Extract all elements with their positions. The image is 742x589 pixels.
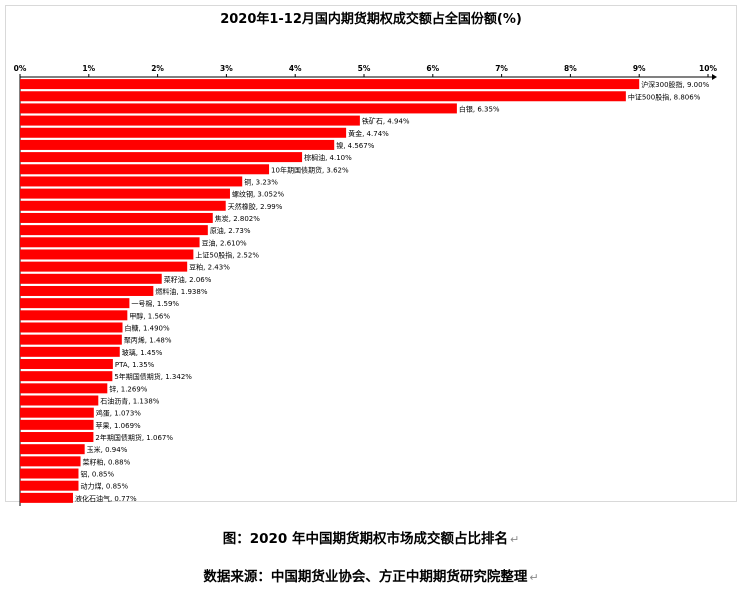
bar bbox=[20, 419, 94, 430]
data-label: 螺纹钢, 3.052% bbox=[232, 190, 284, 199]
bar bbox=[20, 261, 188, 272]
bar bbox=[20, 371, 113, 382]
bar bbox=[20, 139, 335, 150]
x-tick-label: 3% bbox=[220, 64, 233, 73]
chart-title: 2020年1-12月国内期货期权成交额占全国份额(%) bbox=[220, 12, 522, 27]
data-label: 铜, 3.23% bbox=[244, 177, 278, 186]
data-label: 豆粕, 2.43% bbox=[189, 263, 230, 272]
data-label: 鸡蛋, 1.073% bbox=[96, 409, 141, 418]
bar bbox=[20, 492, 73, 503]
bar bbox=[20, 310, 128, 321]
bar bbox=[20, 285, 154, 296]
data-label: 上证50股指, 2.52% bbox=[195, 250, 259, 259]
bar bbox=[20, 200, 226, 211]
x-tick-label: 10% bbox=[699, 64, 717, 73]
bar bbox=[20, 383, 108, 394]
data-label: 白糖, 1.490% bbox=[125, 323, 170, 332]
bar bbox=[20, 432, 94, 443]
data-label: 沪深300股指, 9.00% bbox=[641, 80, 709, 89]
paragraph-mark-icon: ↵ bbox=[510, 533, 520, 546]
bar bbox=[20, 91, 626, 102]
data-label: 白银, 6.35% bbox=[459, 104, 500, 113]
data-label: 石油沥青, 1.138% bbox=[100, 397, 159, 406]
data-label: PTA, 1.35% bbox=[115, 361, 155, 369]
source-caption-text: 数据来源：中国期货业协会、方正中期期货研究院整理 bbox=[203, 569, 528, 585]
data-label: 中证500股指, 8.806% bbox=[628, 92, 701, 101]
bar bbox=[20, 115, 360, 126]
data-label: 苹果, 1.069% bbox=[96, 421, 141, 430]
figure-caption: 图：2020 年中国期货期权市场成交额占比排名 ↵ bbox=[0, 527, 742, 547]
data-label: 一号棉, 1.59% bbox=[131, 299, 179, 308]
bar-chart: 0% 1% 2% 3% 4% 5% 6% 7% 8% 9% 10% 沪深300股指, 9.00% 中证5… bbox=[14, 64, 717, 506]
bar bbox=[20, 103, 457, 114]
bar bbox=[20, 444, 85, 455]
x-tick-label: 7% bbox=[495, 64, 508, 73]
x-tick-label: 9% bbox=[633, 64, 646, 73]
data-label: 玉米, 0.94% bbox=[87, 445, 128, 454]
data-label: 天然橡胶, 2.99% bbox=[228, 202, 283, 211]
data-label: 聚丙烯, 1.48% bbox=[124, 336, 172, 345]
figure-caption-text: 图：2020 年中国期货期权市场成交额占比排名 bbox=[222, 531, 509, 547]
data-label: 菜籽油, 2.06% bbox=[164, 275, 212, 284]
bar bbox=[20, 322, 123, 333]
data-label: 镍, 4.567% bbox=[336, 141, 374, 150]
bar bbox=[20, 127, 347, 138]
data-label: 黄金, 4.74% bbox=[348, 129, 389, 138]
data-label: 铝, 0.85% bbox=[80, 470, 114, 479]
bar bbox=[20, 212, 213, 223]
bar bbox=[20, 346, 120, 357]
bar bbox=[20, 334, 122, 345]
data-label: 焦炭, 2.802% bbox=[215, 214, 260, 223]
data-label: 5年期国债期货, 1.342% bbox=[114, 372, 192, 381]
x-tick-label: 5% bbox=[358, 64, 371, 73]
bar bbox=[20, 225, 208, 236]
bar bbox=[20, 395, 99, 406]
data-label: 铁矿石, 4.94% bbox=[362, 117, 410, 126]
x-tick-label: 8% bbox=[564, 64, 577, 73]
x-tick-label: 4% bbox=[289, 64, 302, 73]
data-label: 2年期国债期货, 1.067% bbox=[95, 433, 173, 442]
data-label: 甲醇, 1.56% bbox=[129, 311, 170, 320]
data-label: 玻璃, 1.45% bbox=[122, 348, 163, 357]
data-label: 锌, 1.269% bbox=[109, 384, 147, 393]
bar bbox=[20, 358, 113, 369]
bar bbox=[20, 249, 194, 260]
bar bbox=[20, 407, 94, 418]
bar bbox=[20, 456, 81, 467]
data-label: 液化石油气, 0.77% bbox=[75, 494, 137, 503]
bar bbox=[20, 152, 303, 163]
data-label: 燃料油, 1.938% bbox=[155, 287, 207, 296]
x-tick-label: 6% bbox=[426, 64, 439, 73]
bar bbox=[20, 468, 79, 479]
x-tick-label: 2% bbox=[151, 64, 164, 73]
data-label: 动力煤, 0.85% bbox=[80, 482, 128, 491]
bar bbox=[20, 79, 640, 90]
bar bbox=[20, 237, 200, 248]
bar bbox=[20, 164, 270, 175]
source-caption: 数据来源：中国期货业协会、方正中期期货研究院整理 ↵ bbox=[0, 565, 742, 585]
bar bbox=[20, 273, 162, 284]
x-axis-arrow-icon bbox=[712, 74, 717, 80]
bar bbox=[20, 188, 230, 199]
data-label: 原油, 2.73% bbox=[210, 226, 251, 235]
data-label: 豆油, 2.610% bbox=[202, 238, 247, 247]
data-label: 菜籽粕, 0.88% bbox=[83, 457, 131, 466]
data-label: 棕榈油, 4.10% bbox=[304, 153, 352, 162]
paragraph-mark-icon: ↵ bbox=[529, 571, 539, 584]
x-tick-label: 0% bbox=[14, 64, 27, 73]
bar bbox=[20, 298, 130, 309]
x-tick-label: 1% bbox=[82, 64, 95, 73]
bar bbox=[20, 480, 79, 491]
data-label: 10年期国债期货, 3.62% bbox=[271, 165, 349, 174]
bar bbox=[20, 176, 243, 187]
